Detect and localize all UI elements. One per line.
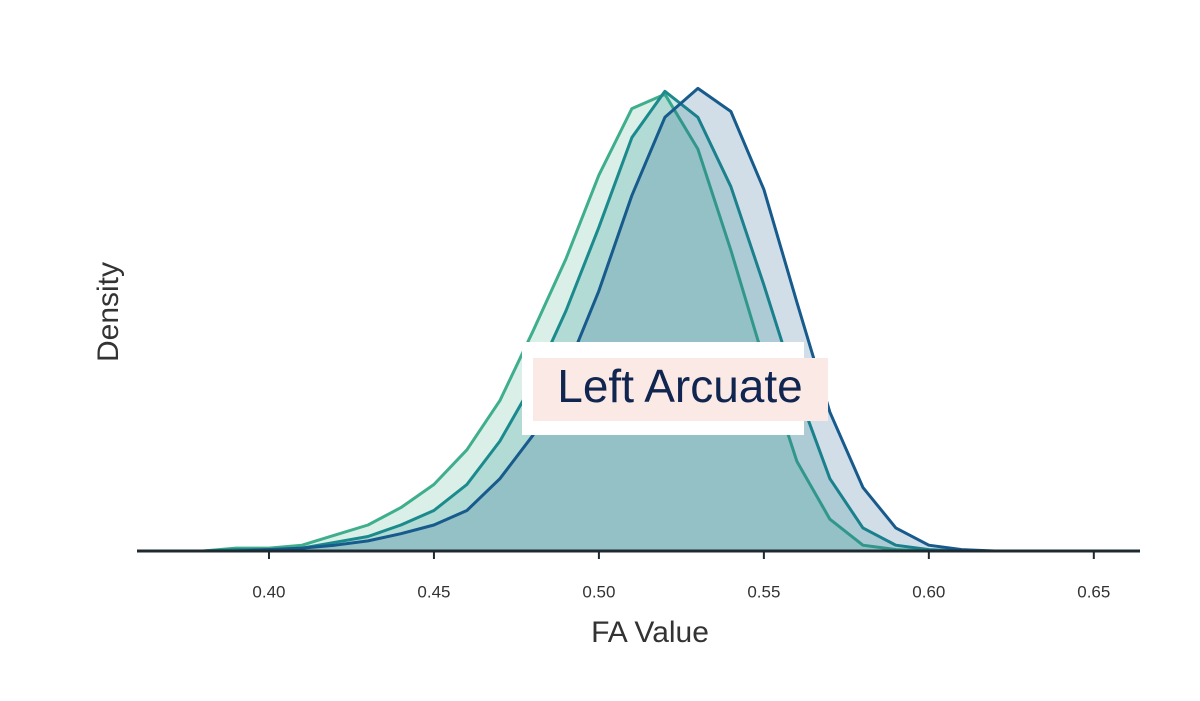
y-axis-label: Density bbox=[92, 262, 125, 362]
area-fill bbox=[137, 88, 1127, 552]
x-tick-label: 0.40 bbox=[252, 582, 285, 601]
area-fill bbox=[137, 94, 1127, 551]
x-tick-label: 0.45 bbox=[417, 582, 450, 601]
x-tick-label: 0.55 bbox=[747, 582, 780, 601]
x-axis-label: FA Value bbox=[591, 616, 709, 649]
plot-area bbox=[137, 86, 1127, 553]
annotation: Left Arcuate bbox=[557, 360, 803, 412]
label-box bbox=[533, 358, 828, 421]
x-tick-label: 0.65 bbox=[1077, 582, 1110, 601]
x-tick-label: 0.60 bbox=[912, 582, 945, 601]
area-fill bbox=[137, 91, 1127, 552]
x-tick-label: 0.50 bbox=[582, 582, 615, 601]
